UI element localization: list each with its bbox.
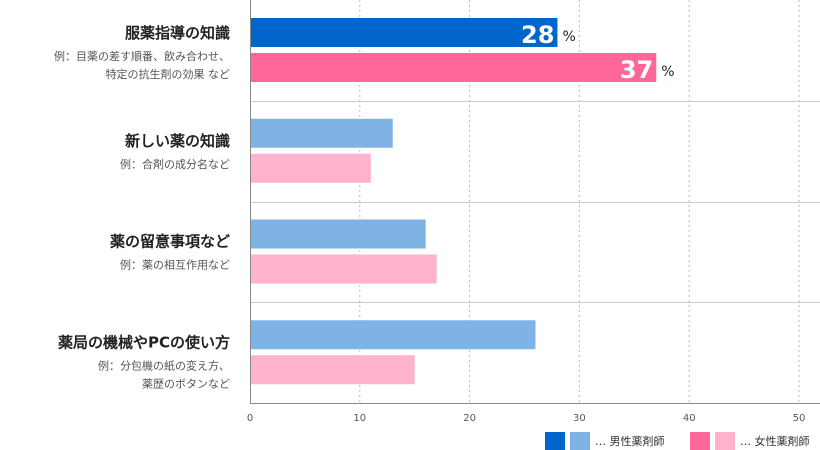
legend-swatch-female: [715, 432, 735, 450]
category-note-0-0: 例：目薬の差す順番、飲み合わせ、: [54, 49, 230, 63]
bar-male-1: [251, 118, 393, 148]
category-title-2: 薬の留意事項など: [109, 233, 230, 251]
category-note-0-1: 特定の抗生剤の効果 など: [106, 67, 231, 81]
bar-male-0: [251, 18, 558, 47]
percent-label-male-0: %: [562, 29, 575, 45]
x-tick-label-30: 30: [573, 413, 586, 424]
data-label-female-0: 37: [620, 56, 653, 84]
legend-swatch-female-highlight: [690, 432, 710, 450]
category-title-1: 新しい薬の知識: [125, 132, 230, 150]
data-label-male-0: 28: [521, 21, 554, 49]
bar-female-1: [251, 153, 371, 183]
legend-label-male: … 男性薬剤師: [595, 434, 665, 448]
legend-label-female: … 女性薬剤師: [740, 434, 810, 448]
category-note-3-1: 薬歴のボタンなど: [142, 377, 230, 390]
category-title-3: 薬局の機械やPCの使い方: [57, 333, 230, 351]
bar-male-2: [251, 219, 426, 249]
bar-female-3: [251, 355, 415, 385]
category-note-1-0: 例：合剤の成分名など: [120, 157, 230, 171]
category-note-2-0: 例：薬の相互作用など: [120, 258, 230, 272]
x-tick-label-10: 10: [353, 413, 366, 424]
bar-female-2: [251, 254, 437, 284]
bar-female-0: [251, 53, 657, 82]
percent-label-female-0: %: [661, 64, 674, 80]
legend-swatch-male-highlight: [545, 432, 565, 450]
x-tick-label-50: 50: [793, 413, 806, 424]
category-title-0: 服薬指導の知識: [125, 24, 230, 42]
x-tick-label-40: 40: [683, 413, 696, 424]
x-tick-label-0: 0: [247, 413, 253, 424]
bar-male-3: [251, 320, 536, 350]
legend-swatch-male: [570, 432, 590, 450]
x-tick-label-20: 20: [463, 413, 476, 424]
category-note-3-0: 例：分包機の紙の変え方、: [98, 358, 230, 372]
